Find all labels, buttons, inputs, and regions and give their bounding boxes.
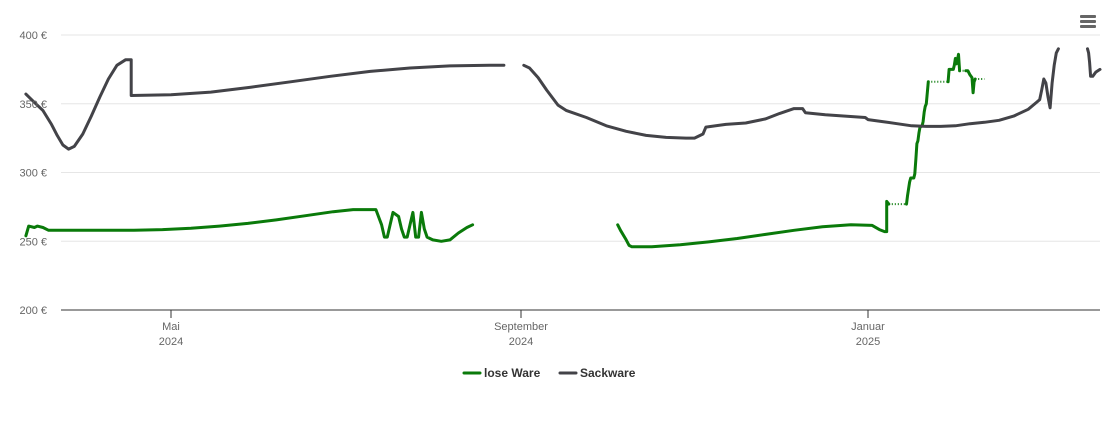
series-line	[964, 69, 977, 95]
legend-label: Sackware	[580, 366, 636, 380]
x-tick-label: Mai	[162, 321, 180, 333]
legend-item[interactable]: Sackware	[558, 366, 636, 380]
x-tick-sublabel: 2024	[509, 336, 533, 348]
series-line	[1086, 47, 1102, 78]
y-tick-label: 250 €	[19, 236, 47, 248]
x-tick-label: Januar	[851, 321, 885, 333]
series-layer	[24, 47, 1102, 249]
x-axis-labels: Mai 2024 September 2024 Januar 2025	[159, 321, 885, 348]
y-tick-label: 400 €	[19, 30, 47, 42]
series-line	[905, 80, 930, 206]
hamburger-menu-icon	[1080, 15, 1096, 28]
chart-menu-button[interactable]	[1076, 12, 1100, 34]
y-tick-label: 350 €	[19, 99, 47, 111]
series-0	[24, 52, 985, 249]
legend: lose Ware Sackware	[462, 366, 636, 380]
series-1	[24, 47, 1102, 151]
series-line	[24, 208, 475, 243]
axes	[61, 309, 1100, 318]
legend-item[interactable]: lose Ware	[462, 366, 541, 380]
legend-label: lose Ware	[484, 366, 541, 380]
y-tick-label: 200 €	[19, 305, 47, 317]
y-axis-labels: 200 € 250 € 300 € 350 € 400 €	[19, 30, 47, 317]
series-line	[24, 58, 506, 151]
series-line	[946, 52, 962, 84]
series-line	[522, 47, 1060, 140]
x-tick-sublabel: 2024	[159, 336, 183, 348]
x-tick-sublabel: 2025	[856, 336, 880, 348]
series-line	[616, 199, 891, 249]
x-tick-label: September	[494, 321, 548, 333]
y-tick-label: 300 €	[19, 168, 47, 180]
grid	[61, 34, 1100, 242]
